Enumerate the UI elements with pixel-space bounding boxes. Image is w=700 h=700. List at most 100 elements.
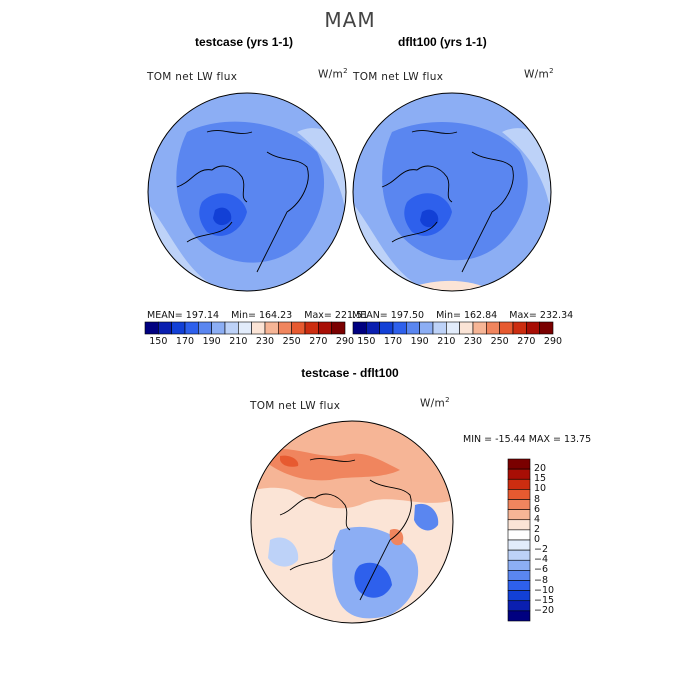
- colorbar-swatch: [238, 321, 252, 335]
- colorbar-tick-label: 0: [534, 534, 541, 545]
- colorbar-swatch: [392, 321, 407, 335]
- diff-colorbar-ticks: 20 15 10 8 6 4 2 0 −2 −4 −6 −8 −10 −15 −20: [534, 459, 574, 621]
- diff-panel-minmax: MIN = -15.44 MAX = 13.75: [463, 434, 592, 445]
- colorbar-swatch: [224, 321, 239, 335]
- colorbar-swatch: [406, 321, 420, 335]
- colorbar-tick-label: −6: [534, 564, 549, 576]
- colorbar-swatch: [526, 321, 540, 335]
- panel-1-light-region-east: [297, 128, 346, 232]
- colorbar-tick-label: 8: [534, 493, 541, 505]
- panel-2-stats: MEAN= 197.50 Min= 162.84 Max= 232.34: [352, 310, 573, 321]
- colorbar-swatch: [507, 559, 531, 571]
- colorbar-swatch: [499, 321, 514, 335]
- colorbar-tick-label: 15: [534, 473, 547, 485]
- colorbar-tick-label: −10: [534, 584, 555, 596]
- colorbar-tick-label: 190: [202, 336, 221, 347]
- colorbar-tick-label: −15: [534, 594, 555, 606]
- colorbar-swatch: [507, 499, 531, 510]
- colorbar-tick-label: 290: [335, 336, 355, 347]
- panel-1-field-label: TOM net LW flux: [147, 71, 238, 83]
- diff-cool-patch-west: [268, 537, 299, 567]
- colorbar-swatch: [446, 321, 460, 335]
- colorbar-swatch: [507, 539, 531, 551]
- colorbar-swatch: [264, 321, 279, 335]
- colorbar-tick-label: 170: [383, 336, 403, 347]
- colorbar-tick-label: 290: [543, 336, 563, 347]
- colorbar-tick-label: 150: [357, 336, 376, 347]
- panel-1-max-value: 221.51: [334, 310, 369, 321]
- panel-2-units-base: W/m: [524, 68, 550, 81]
- panel-2-max-label: Max=: [509, 310, 537, 321]
- colorbar-swatch: [278, 321, 292, 335]
- panel-1-max-label: Max=: [304, 310, 332, 321]
- colorbar-swatch: [432, 321, 447, 335]
- panel-1-title: testcase (yrs 1-1): [195, 35, 294, 49]
- panel-1-units: W/m2: [318, 67, 348, 81]
- colorbar-tick-label: −2: [534, 544, 549, 556]
- panel-2-map: [352, 92, 552, 292]
- diff-warm-core: [270, 448, 400, 481]
- colorbar-swatch: [507, 478, 531, 490]
- diff-panel-units-exp: 2: [445, 396, 450, 404]
- colorbar-tick-label: 6: [534, 503, 541, 515]
- colorbar-tick-label: 270: [517, 336, 536, 347]
- colorbar-tick-label: 230: [255, 336, 275, 347]
- diff-warm-patch-east: [389, 529, 404, 546]
- colorbar-tick-label: 2: [534, 523, 541, 535]
- colorbar-swatch: [211, 321, 226, 335]
- colorbar-swatch: [507, 509, 531, 521]
- panel-1-darkest-spot: [213, 207, 232, 226]
- panel-1-mean-label: MEAN=: [147, 310, 183, 321]
- colorbar-swatch: [507, 489, 531, 500]
- colorbar-tick-label: 230: [463, 336, 483, 347]
- panel-2-colorbar-ticks: 150 170 190 210 230 250 270 290: [353, 336, 562, 348]
- colorbar-swatch: [318, 321, 332, 335]
- colorbar-tick-label: 4: [534, 513, 541, 525]
- panel-2-darkest-spot: [420, 209, 439, 228]
- colorbar-tick-label: −8: [534, 574, 549, 586]
- colorbar-swatch: [251, 321, 266, 335]
- colorbar-swatch: [507, 458, 531, 470]
- panel-1-mean-value: 197.14: [185, 310, 220, 321]
- colorbar-tick-label: −4: [534, 554, 549, 566]
- colorbar-swatch: [331, 321, 346, 335]
- colorbar-swatch: [512, 321, 527, 335]
- colorbar-swatch: [472, 321, 487, 335]
- colorbar-tick-label: 20: [534, 463, 547, 475]
- colorbar-swatch: [507, 549, 531, 561]
- colorbar-swatch: [184, 321, 199, 335]
- panel-2-mean-value: 197.50: [390, 310, 425, 321]
- colorbar-swatch: [507, 570, 531, 581]
- colorbar-tick-label: 210: [229, 336, 248, 347]
- panel-1-colorbar-ticks: 150 170 190 210 230 250 270 290: [145, 336, 354, 348]
- colorbar-tick-label: 170: [175, 336, 195, 347]
- panel-2-units: W/m2: [524, 67, 554, 81]
- panel-1-stats: MEAN= 197.14 Min= 164.23 Max= 221.51: [147, 310, 368, 321]
- colorbar-swatch: [198, 321, 212, 335]
- colorbar-swatch: [158, 321, 172, 335]
- colorbar-swatch: [507, 590, 531, 602]
- panel-2-light-region-east: [502, 128, 551, 232]
- diff-panel-units: W/m2: [420, 396, 450, 410]
- colorbar-swatch: [486, 321, 500, 335]
- panel-1-map: [147, 92, 347, 292]
- diff-panel-field-label: TOM net LW flux: [250, 400, 341, 412]
- colorbar-swatch: [507, 600, 531, 612]
- diff-panel-units-base: W/m: [420, 397, 446, 410]
- figure-title: MAM: [0, 8, 700, 32]
- panel-2-units-exp: 2: [549, 67, 554, 75]
- colorbar-swatch: [507, 519, 531, 531]
- diff-coastlines: [279, 458, 412, 601]
- panel-2-min-label: Min=: [436, 310, 461, 321]
- diff-panel-map: [250, 420, 454, 624]
- colorbar-tick-label: 150: [149, 336, 168, 347]
- colorbar-tick-label: 10: [534, 483, 547, 495]
- colorbar-swatch: [459, 321, 474, 335]
- panel-1-coastlines: [176, 130, 309, 273]
- season-label: MAM: [324, 8, 376, 32]
- colorbar-swatch: [352, 321, 367, 335]
- colorbar-tick-label: 190: [410, 336, 429, 347]
- panel-2-title: dflt100 (yrs 1-1): [398, 35, 487, 49]
- colorbar-swatch: [507, 529, 531, 541]
- panel-1-min-value: 164.23: [258, 310, 293, 321]
